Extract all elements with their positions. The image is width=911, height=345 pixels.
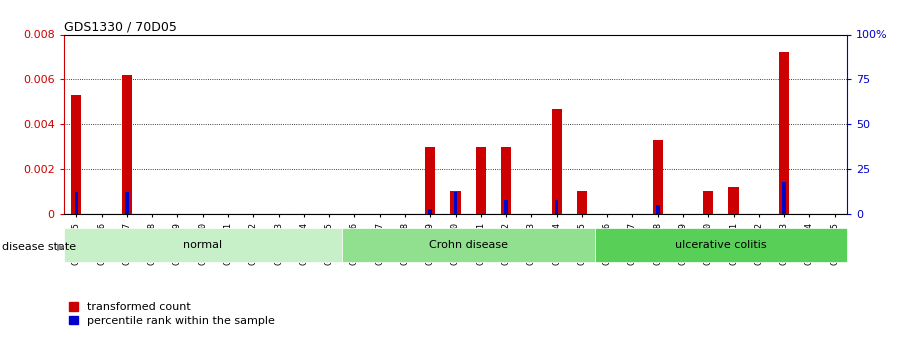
Text: normal: normal xyxy=(183,240,222,250)
Bar xyxy=(577,191,587,214)
FancyBboxPatch shape xyxy=(64,228,342,262)
Bar xyxy=(122,75,132,214)
Bar xyxy=(501,147,511,214)
Text: ▶: ▶ xyxy=(56,242,64,252)
Bar xyxy=(551,108,562,214)
FancyBboxPatch shape xyxy=(595,228,847,262)
Bar xyxy=(783,181,786,214)
Text: ulcerative colitis: ulcerative colitis xyxy=(675,240,767,250)
Bar xyxy=(75,193,78,214)
Bar xyxy=(652,140,662,214)
Bar xyxy=(555,199,558,214)
Bar xyxy=(703,191,713,214)
Legend: transformed count, percentile rank within the sample: transformed count, percentile rank withi… xyxy=(69,302,275,326)
Bar xyxy=(656,205,660,214)
Bar xyxy=(454,193,457,214)
Bar xyxy=(779,52,789,214)
FancyBboxPatch shape xyxy=(342,228,595,262)
Bar xyxy=(428,208,432,214)
Bar xyxy=(504,199,508,214)
Bar xyxy=(476,147,486,214)
Text: disease state: disease state xyxy=(2,242,76,252)
Bar xyxy=(450,191,461,214)
Text: GDS1330 / 70D05: GDS1330 / 70D05 xyxy=(64,20,177,33)
Bar xyxy=(729,187,739,214)
Bar xyxy=(71,95,81,214)
Bar xyxy=(425,147,435,214)
Bar xyxy=(125,193,128,214)
Text: Crohn disease: Crohn disease xyxy=(429,240,507,250)
